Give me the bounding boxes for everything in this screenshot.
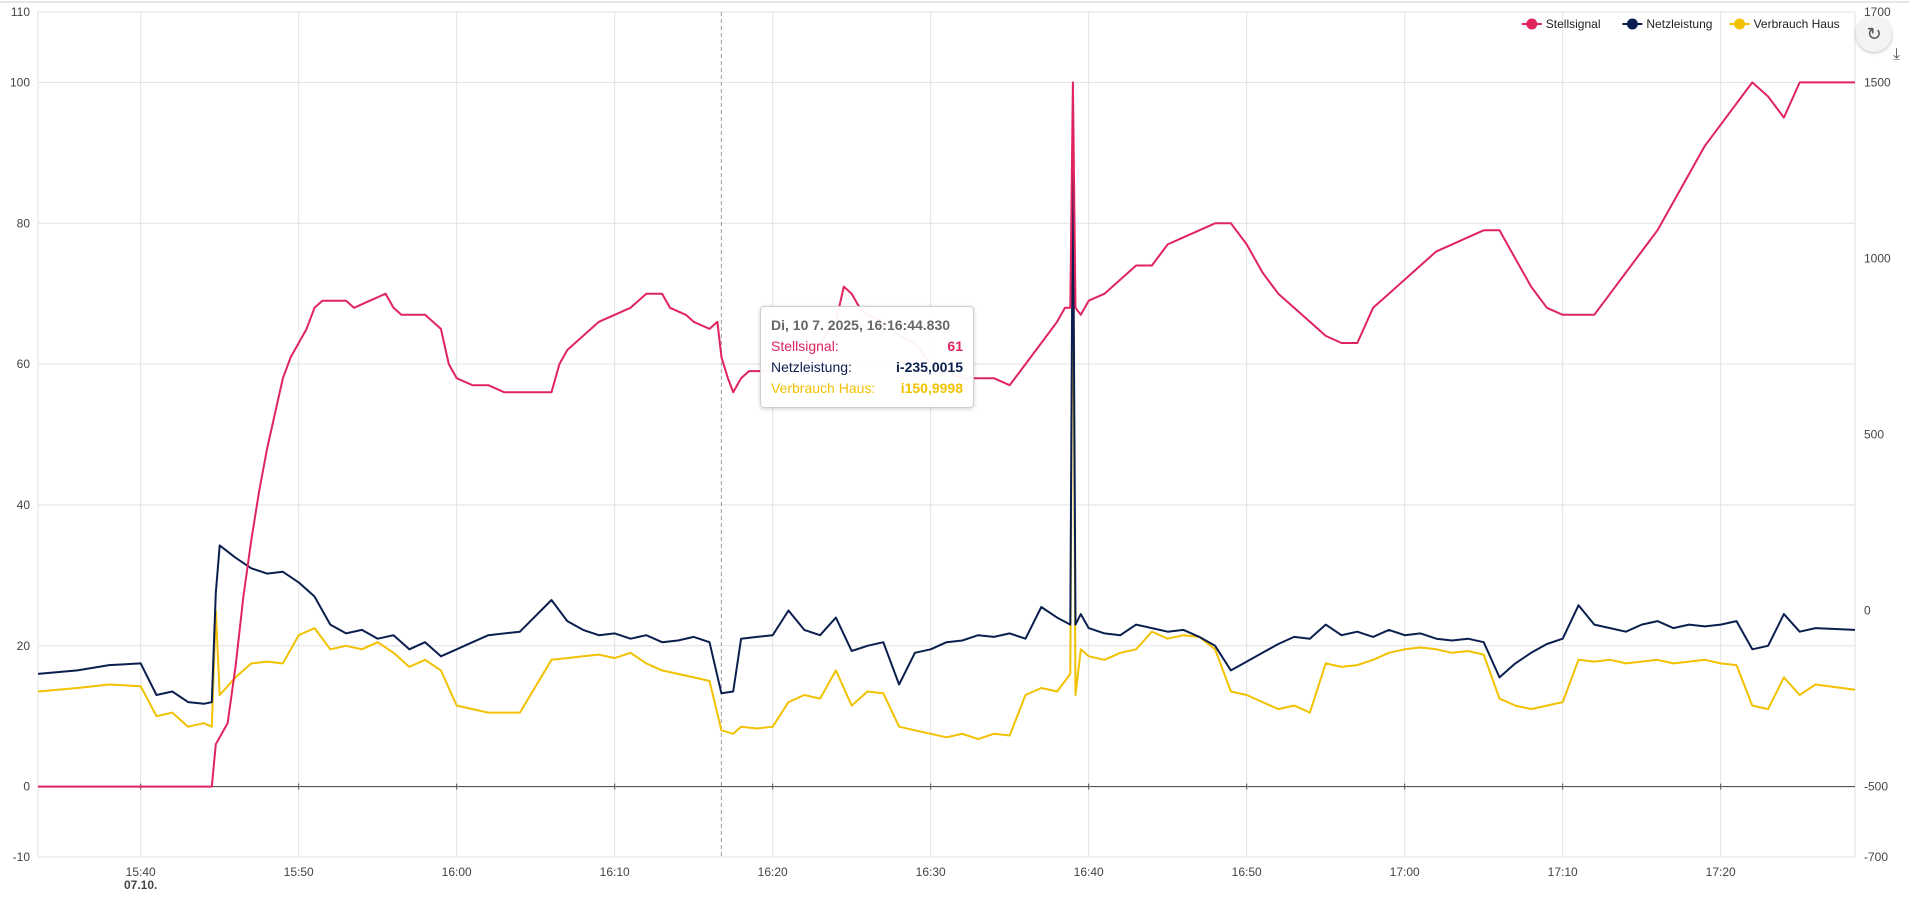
tooltip-value-stellsignal: 61 [947, 338, 963, 354]
x-tick-label: 15:50 [284, 865, 314, 879]
y-right-tick-label: 500 [1864, 428, 1884, 442]
tooltip-title: Di, 10 7. 2025, 16:16:44.830 [771, 317, 951, 333]
y-right-tick-label: 1700 [1864, 5, 1891, 19]
tooltip-row-netzleistung: Netzleistung: i-235,0015 [771, 357, 963, 378]
series-group [37, 81, 1856, 788]
y-left-tick-label: 20 [17, 639, 31, 653]
download-icon: ⤓ [1893, 46, 1901, 63]
x-tick-label: 17:00 [1390, 865, 1420, 879]
tooltip-label-stellsignal: Stellsignal: [771, 338, 839, 354]
legend-marker-verbrauch-haus [1734, 18, 1746, 30]
series-line-verbrauch-haus [37, 204, 1856, 741]
series-line-netzleistung [37, 162, 1856, 705]
legend-marker-netzleistung [1626, 18, 1638, 30]
tooltip-value-verbrauch: i150,9998 [900, 380, 963, 396]
y-left-tick-label: -10 [13, 850, 31, 864]
refresh-button[interactable]: ↻ [1856, 16, 1892, 52]
y-left-tick-label: 40 [17, 498, 31, 512]
x-tick-label: 16:10 [600, 865, 630, 879]
series-line-stellsignal [38, 81, 1855, 788]
tooltip-row-stellsignal: Stellsignal: 61 [771, 336, 963, 357]
y-right-tick-label: -500 [1864, 780, 1888, 794]
grid-lines [0, 1, 1909, 858]
legend-label-stellsignal: Stellsignal [1546, 17, 1601, 31]
x-tick-label: 16:20 [758, 865, 788, 879]
x-tick-label: 17:10 [1548, 865, 1578, 879]
y-right-tick-label: 0 [1864, 604, 1871, 618]
y-left-tick-label: 80 [17, 216, 31, 230]
tooltip-value-netzleistung: i-235,0015 [896, 359, 963, 375]
refresh-icon: ↻ [1866, 23, 1882, 44]
x-tick-label: 16:30 [916, 865, 946, 879]
y-left-tick-label: 110 [11, 5, 30, 19]
legend[interactable]: Stellsignal Netzleistung Verbrauch Haus [1521, 17, 1840, 31]
download-button[interactable]: ⤓ [1893, 46, 1909, 66]
tooltip-row-verbrauch: Verbrauch Haus: i150,9998 [771, 378, 963, 399]
tooltip-label-verbrauch: Verbrauch Haus: [771, 380, 876, 396]
legend-marker-stellsignal [1526, 18, 1538, 30]
y-left-tick-label: 0 [23, 780, 30, 794]
y-right-tick-label: 1500 [1864, 75, 1891, 89]
chart-tooltip: Di, 10 7. 2025, 16:16:44.830 Stellsignal… [760, 306, 974, 408]
y-right-tick-label: -700 [1864, 850, 1888, 864]
x-date-label: 07.10. [124, 878, 157, 892]
x-tick-label: 16:50 [1232, 865, 1262, 879]
legend-label-verbrauch-haus: Verbrauch Haus [1754, 17, 1840, 31]
y-left-tick-label: 60 [17, 357, 31, 371]
legend-label-netzleistung: Netzleistung [1646, 17, 1712, 31]
y-left-tick-label: 100 [10, 75, 30, 89]
x-tick-label: 17:20 [1706, 865, 1736, 879]
y-right-tick-label: 1000 [1864, 251, 1891, 265]
tooltip-label-netzleistung: Netzleistung: [771, 359, 852, 375]
plot-frame [37, 11, 1856, 858]
axes: 110 100 80 60 40 20 0 -10 1700 1500 1000 500 0 -500 -7… [10, 5, 1891, 892]
x-tick-label: 15:40 [126, 865, 156, 879]
x-tick-label: 16:40 [1074, 865, 1104, 879]
x-tick-label: 16:00 [442, 865, 472, 879]
